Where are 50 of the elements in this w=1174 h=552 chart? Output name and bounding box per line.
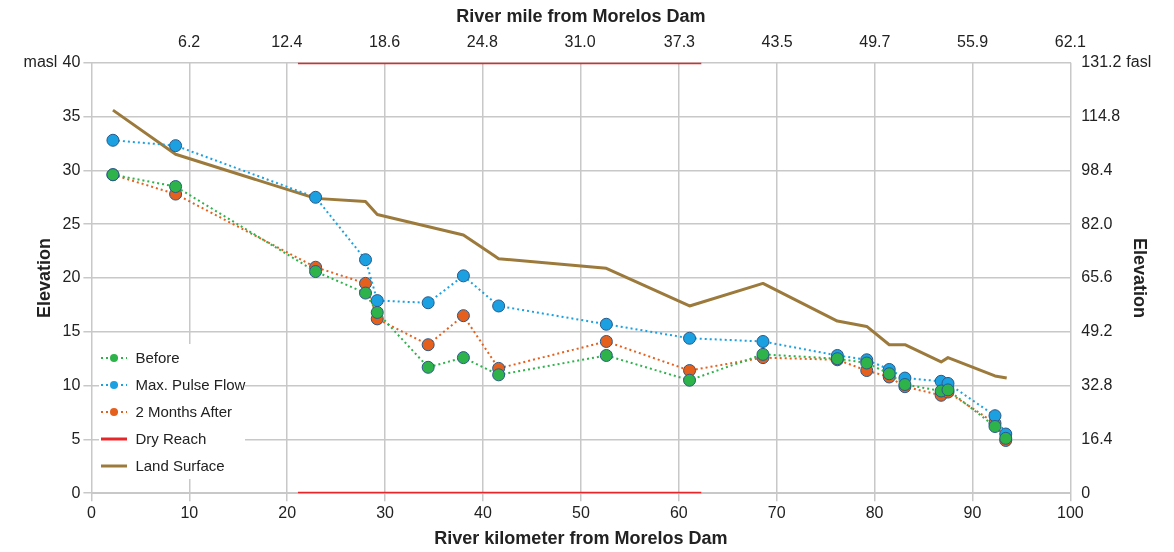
x-tick-label: 70 [767, 504, 786, 522]
x2-tick-label: 55.9 [957, 32, 989, 50]
text: masl [23, 53, 58, 71]
x-tick-label: 80 [865, 504, 884, 522]
y2-tick-label: 98.4 [1081, 160, 1113, 178]
y-tick-label: 5 [71, 429, 81, 447]
y2-tick-label: 131.2 [1081, 53, 1122, 71]
x-tick-label: 60 [669, 504, 688, 522]
text: fasl [1126, 53, 1152, 71]
y-axis-title: Elevation [33, 237, 54, 319]
x2-tick-label: 62.1 [1054, 32, 1087, 50]
y-tick-label: 0 [71, 483, 81, 501]
legend-label: Dry Reach [135, 430, 207, 448]
y-tick-label: 25 [62, 214, 81, 232]
y-tick-label: 20 [62, 268, 81, 286]
x-tick-label: 100 [1057, 504, 1084, 522]
x-tick-label: 40 [474, 504, 492, 522]
x2-tick-label: 18.6 [369, 32, 401, 50]
x2-axis-title: River mile from Morelos Dam [456, 5, 706, 26]
y2-tick-label: 32.8 [1081, 376, 1113, 394]
legend-label: Max. Pulse Flow [135, 376, 246, 394]
y-tick-label: 40 [62, 53, 81, 71]
x2-tick-label: 12.4 [271, 32, 303, 50]
y-tick-label: 35 [62, 107, 81, 125]
x-tick-label: 20 [278, 504, 297, 522]
x2-tick-label: 24.8 [466, 32, 499, 50]
x2-tick-label: 49.7 [859, 32, 891, 50]
x-tick-label: 90 [963, 504, 982, 522]
x-axis-title: River kilometer from Morelos Dam [434, 528, 728, 549]
x-tick-label: 50 [571, 504, 590, 522]
y2-axis-title: Elevation [1130, 237, 1151, 319]
legend-label: Before [135, 349, 180, 367]
x-tick-label: 30 [376, 504, 395, 522]
x2-tick-label: 31.0 [564, 32, 596, 50]
y2-tick-label: 114.8 [1081, 107, 1121, 125]
x2-tick-label: 43.5 [761, 32, 793, 50]
y-tick-label: 10 [62, 376, 81, 394]
y2-tick-label: 82.0 [1081, 214, 1113, 232]
x-tick-label: 0 [86, 504, 96, 522]
x2-tick-label: 37.3 [663, 32, 696, 50]
x-tick-label: 10 [180, 504, 199, 522]
y2-tick-label: 0 [1081, 483, 1091, 501]
y-tick-label: 15 [62, 322, 81, 340]
y2-tick-label: 65.6 [1081, 268, 1113, 286]
x2-tick-label: 6.2 [178, 32, 201, 50]
y2-tick-label: 49.2 [1081, 322, 1113, 340]
y-tick-label: 30 [62, 160, 81, 178]
legend-label: 2 Months After [135, 403, 233, 421]
legend-label: Land Surface [135, 457, 225, 475]
y2-tick-label: 16.4 [1081, 429, 1113, 447]
